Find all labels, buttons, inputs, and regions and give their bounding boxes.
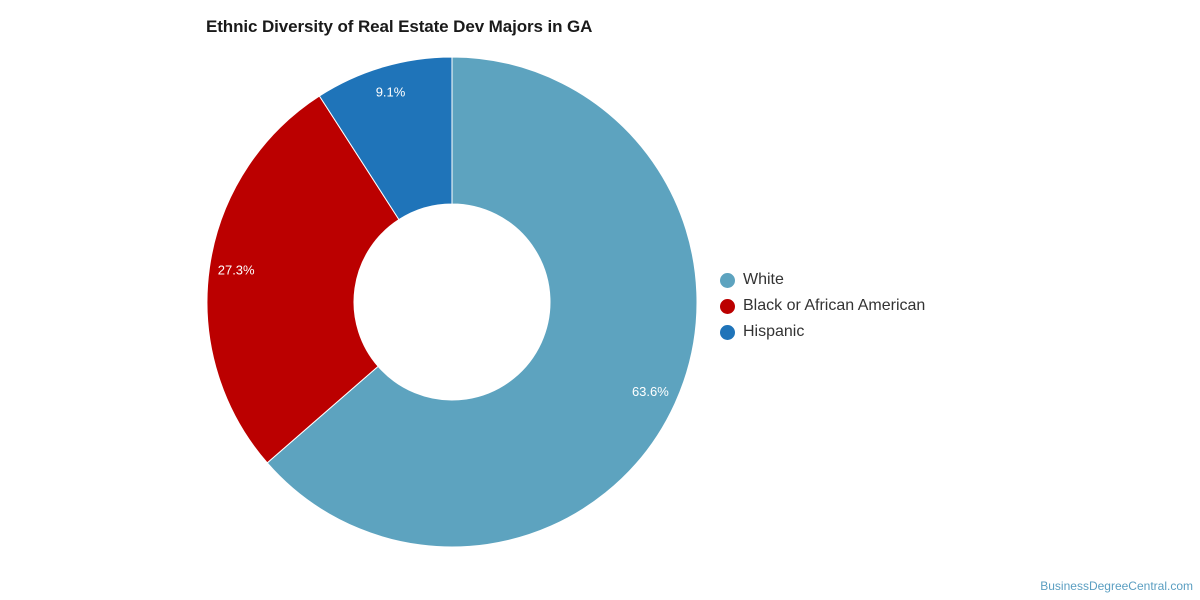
legend-item-black-or-african-american[interactable]: Black or African American [720, 293, 925, 319]
legend-swatch-hispanic [720, 324, 735, 340]
chart-title: Ethnic Diversity of Real Estate Dev Majo… [206, 17, 593, 36]
legend-label: Hispanic [743, 323, 805, 340]
donut-slice-black-or-african-american[interactable] [206, 95, 400, 464]
legend-swatch-black-or-african-american [720, 298, 735, 314]
legend-label: Black or African American [743, 297, 926, 314]
watermark-link[interactable]: BusinessDegreeCentral.com [1040, 579, 1193, 593]
legend: White Black or African American Hispanic [720, 267, 925, 345]
legend-swatch-white [720, 272, 735, 288]
legend-item-white[interactable]: White [720, 267, 925, 293]
legend-label: White [743, 271, 784, 288]
slice-label-hispanic: 9.1% [376, 84, 406, 99]
slice-label-black-or-african-american: 27.3% [218, 263, 255, 278]
slice-label-white: 63.6% [632, 384, 669, 399]
donut-slice-hispanic[interactable] [318, 56, 453, 221]
donut-slice-white[interactable] [266, 56, 698, 548]
legend-item-hispanic[interactable]: Hispanic [720, 319, 925, 345]
